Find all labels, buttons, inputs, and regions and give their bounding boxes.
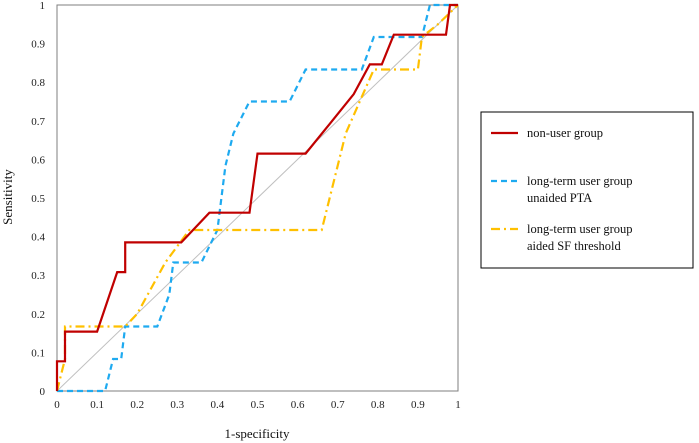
- x-tick-label: 0.3: [170, 399, 184, 411]
- legend-label-2: long-term user group: [527, 174, 633, 188]
- y-tick-label: 0: [40, 386, 46, 398]
- x-tick-label: 0.9: [411, 399, 425, 411]
- x-tick-label: 1: [455, 399, 461, 411]
- legend-box: [480, 111, 694, 269]
- x-tick-label: 0: [54, 399, 60, 411]
- legend-label-2: unaided PTA: [527, 191, 592, 205]
- x-tick-label: 0.5: [251, 399, 265, 411]
- legend: non-user group long-term user group unaide…: [480, 111, 694, 269]
- y-tick-label: 0.1: [31, 347, 45, 359]
- x-tick-label: 0.4: [211, 399, 225, 411]
- y-tick-label: 0.9: [31, 39, 45, 51]
- x-tick-label: 0.8: [371, 399, 385, 411]
- reference-diagonal-line: [56, 4, 459, 392]
- y-axis-title: Sensitivity: [0, 169, 15, 225]
- y-tick-label: 0.4: [31, 232, 45, 244]
- series-line-1: [55, 3, 458, 391]
- plot-frame: [56, 4, 459, 392]
- y-tick-label: 1: [40, 0, 46, 12]
- y-tick-label: 0.8: [31, 77, 45, 89]
- legend-label-1: non-user group: [527, 126, 603, 140]
- y-axis-ticks: 0 0.1 0.2 0.3 0.4 0.5 0.6 0.7 0.8 0.9 1: [31, 0, 45, 398]
- y-tick-label: 0.5: [31, 193, 45, 205]
- y-tick-label: 0.6: [31, 154, 45, 166]
- legend-label-3: long-term user group: [527, 222, 633, 236]
- x-tick-label: 0.1: [90, 399, 104, 411]
- series-line-2: [57, 3, 458, 393]
- y-tick-label: 0.7: [31, 116, 45, 128]
- x-axis-ticks: 0 0.1 0.2 0.3 0.4 0.5 0.6 0.7 0.8 0.9 1: [54, 399, 461, 411]
- series-line-3: [55, 4, 459, 392]
- x-axis-title: 1-specificity: [225, 426, 290, 441]
- x-tick-label: 0.6: [291, 399, 305, 411]
- legend-label-3: aided SF threshold: [527, 239, 621, 253]
- x-tick-label: 0.2: [130, 399, 144, 411]
- y-tick-label: 0.3: [31, 270, 45, 282]
- x-tick-label: 0.7: [331, 399, 345, 411]
- y-tick-label: 0.2: [31, 309, 45, 321]
- plot-area: [55, 3, 459, 393]
